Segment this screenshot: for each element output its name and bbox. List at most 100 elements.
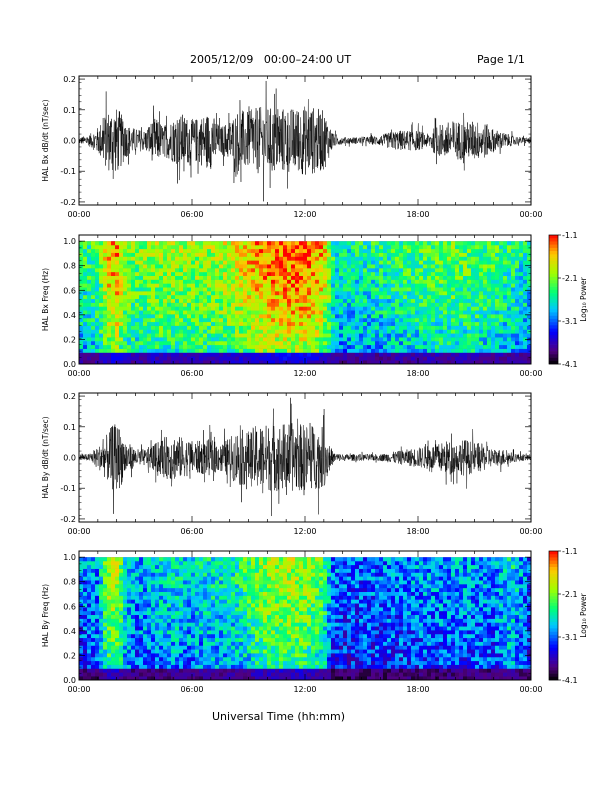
spectrogram-cell [515,256,520,261]
spectrogram-cell [311,314,316,319]
spectrogram-cell [515,283,520,288]
spectrogram-cell [471,287,476,292]
spectrogram-cell [123,241,128,246]
spectrogram-cell [523,252,528,257]
spectrogram-cell [119,287,124,292]
spectrogram-cell [219,306,224,311]
spectrogram-cell [455,356,460,361]
spectrogram-cell [291,252,296,257]
spectrogram-cell [155,271,160,276]
spectrogram-cell [355,302,360,307]
spectrogram-cell [139,325,144,330]
spectrogram-cell [95,576,100,581]
spectrogram-cell [107,568,112,573]
spectrogram-cell [423,260,428,265]
spectrogram-cell [435,260,440,265]
spectrogram-cell [195,298,200,303]
spectrogram-cell [463,333,468,338]
spectrogram-cell [487,298,492,303]
spectrogram-cell [423,329,428,334]
spectrogram-cell [167,310,172,315]
spectrogram-cell [175,560,180,566]
spectrogram-cell [79,572,84,577]
spectrogram-cell [115,340,120,346]
spectrogram-cell [179,279,184,284]
spectrogram-cell [151,560,156,566]
spectrogram-cell [183,271,188,276]
spectrogram-cell [199,275,204,280]
spectrogram-cell [179,329,184,334]
spectrogram-cell [411,306,416,311]
spectrogram-cell [99,660,104,665]
spectrogram-cell [291,287,296,292]
spectrogram-cell [387,264,392,269]
spectrogram-cell [255,360,260,365]
spectrogram-cell [171,614,176,619]
spectrogram-cell [323,241,328,246]
spectrogram-cell [103,622,108,627]
spectrogram-cell [467,264,472,269]
spectrogram-cell [183,340,188,346]
spectrogram-cell [439,310,444,315]
spectrogram-cell [79,557,84,562]
spectrogram-cell [167,260,172,265]
spectrogram-cell [127,595,132,600]
spectrogram-cell [123,568,128,573]
spectrogram-cell [83,637,88,642]
spectrogram-cell [115,279,120,284]
spectrogram-cell [199,241,204,246]
spectrogram-cell [131,626,136,631]
spectrogram-cell [95,298,100,303]
spectrogram-cell [195,560,200,566]
spectrogram-cell [511,248,516,253]
spectrogram-cell [199,268,204,273]
spectrogram-cell [383,256,388,261]
spectrogram-cell [519,298,524,303]
spectrogram-cell [479,268,484,273]
spectrogram-cell [283,321,288,326]
spectrogram-cell [379,321,384,326]
spectrogram-cell [307,360,312,365]
spectrogram-cell [487,344,492,349]
spectrogram-cell [79,317,84,323]
spectrogram-cell [203,241,208,246]
spectrogram-cell [391,248,396,253]
spectrogram-cell [175,672,180,677]
spectrogram-cell [159,310,164,315]
spectrogram-cell [391,264,396,269]
spectrogram-cell [375,317,380,323]
spectrogram-cell [251,283,256,288]
spectrogram-cell [347,279,352,284]
spectrogram-cell [503,268,508,273]
spectrogram-cell [303,314,308,319]
spectrogram-cell [367,298,372,303]
spectrogram-cell [383,317,388,323]
spectrogram-cell [363,317,368,323]
spectrogram-cell [83,649,88,654]
spectrogram-cell [195,649,200,654]
spectrogram-cell [347,252,352,257]
spectrogram-cell [187,649,192,654]
spectrogram-cell [439,260,444,265]
spectrogram-cell [299,348,304,353]
spectrogram-cell [415,268,420,273]
spectrogram-cell [527,241,532,246]
spectrogram-cell [387,348,392,353]
spectrogram-cell [199,306,204,311]
spectrogram-cell [363,329,368,334]
spectrogram-cell [187,672,192,677]
spectrogram-cell [423,356,428,361]
spectrogram-cell [483,241,488,246]
spectrogram-cell [323,302,328,307]
spectrogram-cell [323,337,328,342]
spectrogram-cell [91,283,96,288]
spectrogram-cell [199,633,204,639]
spectrogram-cell [251,310,256,315]
spectrogram-cell [395,302,400,307]
spectrogram-cell [223,348,228,353]
spectrogram-cell [351,252,356,257]
spectrogram-cell [183,580,188,585]
spectrogram-cell [211,241,216,246]
spectrogram-cell [147,294,152,300]
spectrogram-cell [439,352,444,357]
